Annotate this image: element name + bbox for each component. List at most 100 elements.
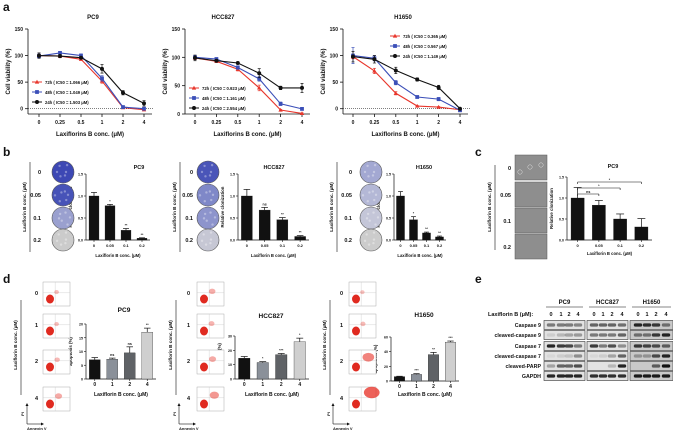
blot-strip (629, 320, 673, 330)
protein-band (589, 344, 599, 348)
y-tick-label: 1.5 (78, 173, 83, 177)
protein-band (642, 354, 652, 358)
x-tick-label: 0 (352, 120, 355, 126)
arrow-head-icon (41, 422, 44, 426)
x-tick-label: 0.25 (212, 120, 222, 126)
x-tick-label: 0.1 (424, 243, 430, 248)
live-cell-cluster (352, 362, 360, 372)
bar (634, 226, 649, 241)
dose-label: 0 (35, 291, 38, 297)
protein-band (598, 374, 608, 378)
colony-well-image (51, 160, 75, 184)
protein-label: cleaved-caspase 9 (494, 333, 541, 339)
x-tick-label: 2 (437, 120, 440, 126)
square-marker (436, 97, 441, 102)
protein-band (564, 354, 574, 358)
dose-label: 0.05 (30, 193, 41, 199)
protein-band (546, 333, 556, 337)
series-line-circle (352, 56, 461, 110)
colony-speck (372, 231, 376, 234)
blot-strip (586, 341, 629, 351)
dose-label: 0.2 (503, 245, 511, 251)
protein-band (617, 354, 627, 358)
protein-band (573, 333, 583, 337)
protein-band (661, 354, 671, 358)
protein-band (598, 323, 608, 327)
square-marker (235, 65, 240, 70)
y-tick-label: 10 (228, 363, 232, 367)
protein-band (617, 374, 627, 378)
x-axis-label: Laxiflorins B conc. (μM) (213, 132, 281, 138)
dose-label: 0.1 (33, 216, 41, 222)
live-cell-cluster (46, 326, 54, 336)
colony-speck (58, 200, 61, 203)
significance-label: ns (110, 353, 114, 357)
bar (435, 236, 444, 241)
blot-strip (586, 351, 629, 361)
protein-band (556, 333, 566, 337)
arrow-head-icon (331, 403, 335, 406)
dose-label: 2 (35, 359, 38, 365)
x-tick-label: 0.05 (410, 243, 419, 248)
protein-band (546, 344, 556, 348)
protein-band (564, 374, 574, 378)
x-tick-label: 4 (146, 382, 149, 388)
triangle-marker (278, 107, 283, 112)
protein-band (642, 344, 652, 348)
colony-well-image (196, 160, 220, 184)
protein-band (633, 333, 643, 337)
legend-label: 72h ( IC50 = 0.923 μM) (202, 86, 246, 91)
x-tick-label: 0 (246, 243, 249, 248)
protein-band (633, 344, 643, 348)
circle-marker (257, 71, 262, 76)
dose-label: 0 (508, 166, 511, 172)
panel-label-a: a (3, 0, 10, 14)
protein-band (617, 333, 627, 337)
bar (258, 209, 271, 241)
colony-speck (372, 170, 376, 174)
colony-speck (59, 175, 62, 178)
x-tick-label: 0.1 (123, 243, 129, 248)
blot-strip (629, 361, 673, 371)
square-marker (121, 105, 125, 109)
bar (613, 218, 627, 241)
y-tick-label: 1.5 (559, 176, 564, 180)
x-tick-label: 1 (261, 382, 264, 388)
colony-speck (372, 238, 376, 241)
lane-dose-label: 2 (654, 312, 657, 318)
colony-ring (517, 169, 523, 175)
protein-band (556, 354, 566, 358)
circle-marker (393, 54, 397, 58)
protein-band (573, 323, 583, 327)
colony-speck (373, 198, 376, 202)
series-line-circle (194, 57, 302, 89)
circle-marker (458, 106, 462, 111)
circle-marker (235, 61, 240, 65)
protein-band (633, 374, 643, 378)
dose-label: 2 (187, 359, 190, 365)
live-cell-cluster (46, 294, 54, 304)
y-tick-label: 20 (228, 349, 232, 353)
blot-strip (586, 371, 629, 381)
x-tick-label: 2 (280, 382, 283, 388)
live-cell-cluster (200, 399, 208, 409)
colony-speck (365, 233, 368, 236)
bar (256, 362, 269, 380)
protein-band (546, 354, 556, 358)
colony-speck (58, 212, 62, 216)
arrow-head-icon (177, 403, 181, 406)
protein-band (573, 364, 583, 368)
chart-title: H1650 (394, 15, 412, 21)
protein-band (556, 364, 566, 368)
dose-label: 0.1 (503, 219, 511, 225)
colony-speck (65, 163, 69, 167)
significance-label: ** (141, 233, 144, 237)
chart-title: HCC827 (259, 313, 284, 320)
y-tick-label: 1.0 (386, 195, 391, 199)
soft-agar-image (514, 207, 548, 234)
significance-label: ns (263, 202, 267, 206)
colony-speck (202, 217, 206, 220)
x-tick-label: 0.25 (370, 120, 380, 126)
y-tick-label: 1.0 (78, 195, 83, 199)
